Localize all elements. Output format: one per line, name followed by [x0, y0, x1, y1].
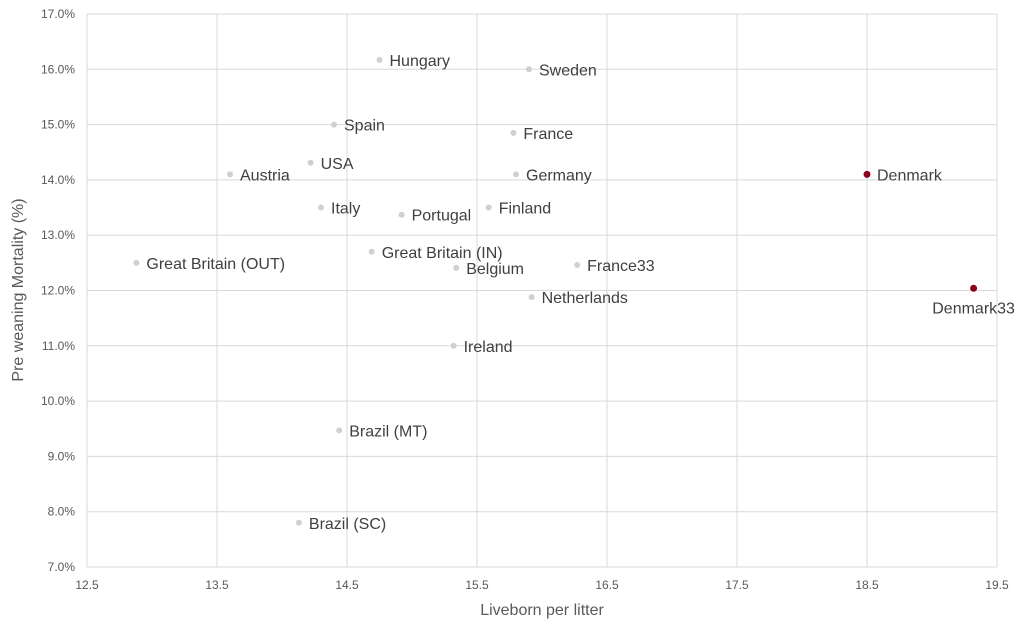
data-label: Sweden: [539, 62, 597, 79]
y-tick-label: 8.0%: [48, 505, 76, 519]
y-tick-label: 7.0%: [48, 560, 76, 574]
data-point: [307, 159, 314, 166]
data-label: Great Britain (OUT): [146, 256, 285, 273]
data-points: Hungary Sweden Spain France USA Austria German…: [133, 53, 1015, 533]
x-tick-label: 19.5: [985, 578, 1009, 592]
data-point: [368, 248, 375, 255]
y-tick-label: 11.0%: [42, 339, 75, 353]
data-label: Denmark: [877, 167, 943, 184]
x-tick-label: 14.5: [335, 578, 359, 592]
data-point: [453, 264, 460, 271]
data-point: [970, 284, 978, 292]
data-point: [574, 262, 581, 269]
data-label: Ireland: [464, 339, 513, 356]
x-axis-label: Liveborn per litter: [480, 602, 604, 619]
data-label: Great Britain (IN): [382, 245, 503, 262]
data-label: Austria: [240, 167, 290, 184]
x-tick-label: 17.5: [725, 578, 749, 592]
y-tick-label: 12.0%: [41, 284, 75, 298]
data-point: [526, 66, 532, 73]
y-tick-label: 16.0%: [41, 62, 75, 76]
x-tick-label: 16.5: [595, 578, 619, 592]
y-tick-label: 15.0%: [41, 118, 75, 132]
y-tick-label: 9.0%: [48, 449, 76, 463]
x-tick-label: 12.5: [75, 578, 99, 592]
data-point: [133, 259, 140, 266]
x-tick-label: 18.5: [855, 578, 879, 592]
y-axis-label: Pre weaning Mortality (%): [10, 198, 27, 381]
tick-labels: 12.5 13.5 14.5 15.5 16.5 17.5 18.5 19.5 7.0% 8.0%…: [41, 7, 1009, 592]
data-point: [227, 171, 233, 178]
data-label: Brazil (MT): [349, 423, 427, 440]
data-label: Portugal: [412, 208, 472, 225]
data-point: [318, 204, 324, 211]
gridlines: [86, 13, 998, 568]
data-label: France: [523, 126, 573, 143]
data-label: Denmark33: [932, 300, 1015, 317]
data-label: Germany: [526, 167, 592, 184]
data-label: Brazil (SC): [309, 516, 386, 533]
data-point: [863, 170, 871, 178]
data-point: [331, 121, 337, 128]
data-label: Finland: [499, 201, 551, 218]
data-point: [398, 211, 405, 218]
y-tick-label: 13.0%: [41, 228, 75, 242]
data-label: France33: [587, 258, 655, 275]
x-tick-label: 13.5: [205, 578, 229, 592]
data-label: Netherlands: [542, 290, 628, 307]
data-point: [528, 294, 535, 301]
data-label: Italy: [331, 201, 360, 218]
data-point: [376, 56, 383, 63]
data-point: [336, 427, 343, 434]
data-label: Spain: [344, 118, 385, 135]
data-label: USA: [321, 156, 354, 173]
data-point: [513, 171, 519, 178]
x-tick-label: 15.5: [465, 578, 489, 592]
data-label: Hungary: [390, 53, 450, 70]
y-tick-label: 17.0%: [41, 7, 75, 21]
data-point: [295, 519, 302, 526]
y-tick-label: 14.0%: [41, 173, 75, 187]
y-tick-label: 10.0%: [41, 394, 75, 408]
data-point: [510, 129, 517, 136]
data-point: [485, 204, 492, 211]
data-label: Belgium: [466, 261, 524, 278]
data-point: [450, 342, 457, 349]
